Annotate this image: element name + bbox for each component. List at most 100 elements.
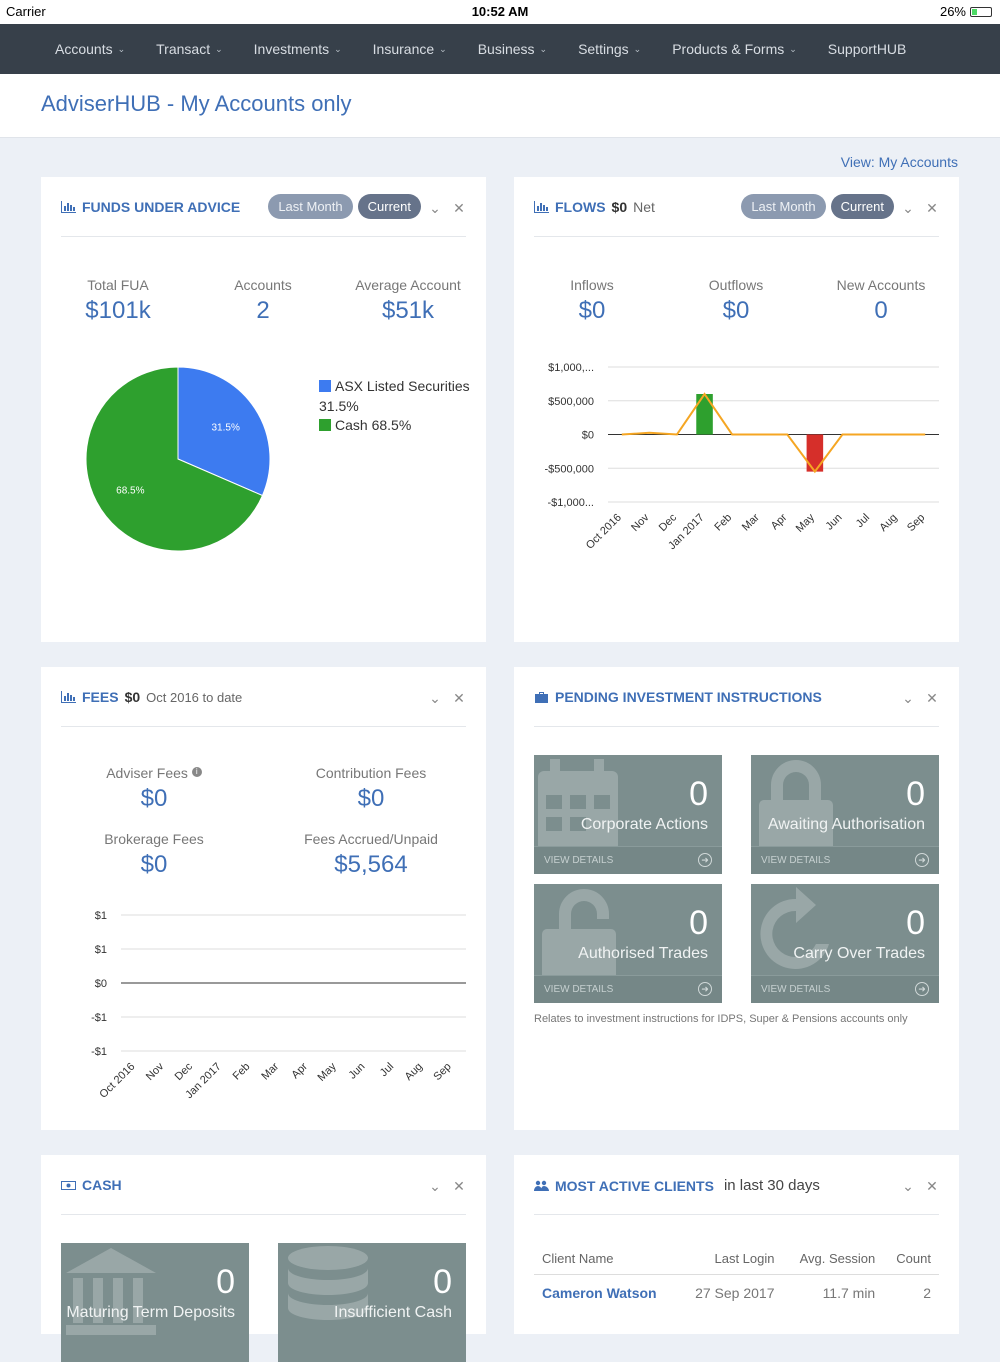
nav-item-label: Accounts	[55, 41, 113, 57]
authorised-trades-tile[interactable]: 0 Authorised Trades VIEW DETAILS ➜	[534, 884, 722, 1003]
legend-cash: Cash 68.5%	[335, 417, 412, 433]
view-details-link[interactable]: VIEW DETAILS	[544, 855, 614, 866]
accounts-label: Accounts	[234, 277, 292, 293]
clock: 10:52 AM	[471, 4, 529, 19]
tile-label: Insufficient Cash	[334, 1304, 452, 1321]
database-icon	[288, 1246, 368, 1320]
main-nav: Accounts ⌄ Transact ⌄ Investments ⌄ Insurance ⌄…	[0, 24, 1000, 74]
brokerage-fees-label: Brokerage Fees	[104, 831, 204, 847]
most-active-clients-panel: MOST ACTIVE CLIENTS in last 30 days ⌄ ✕ C…	[514, 1155, 959, 1334]
arrow-right-icon[interactable]: ➜	[698, 853, 712, 867]
refresh-icon	[760, 887, 829, 969]
x-tick-label: Apr	[769, 511, 790, 532]
nav-item[interactable]: Investments ⌄	[254, 41, 342, 57]
nav-item[interactable]: Business ⌄	[478, 41, 547, 57]
y-tick-label: $1	[95, 910, 107, 922]
table-row[interactable]: Cameron Watson 27 Sep 2017 11.7 min 2	[534, 1275, 939, 1312]
x-tick-label: Nov	[629, 511, 652, 534]
column-header[interactable]: Last Login	[677, 1243, 783, 1275]
contribution-fees-value: $0	[357, 785, 385, 812]
fees-period: Oct 2016 to date	[146, 689, 243, 705]
battery-icon	[970, 6, 992, 17]
nav-item-label: Business	[477, 41, 535, 57]
nav-item[interactable]: SupportHUB	[828, 41, 907, 57]
tile-count: 0	[433, 1263, 452, 1301]
view-details-link[interactable]: VIEW DETAILS	[761, 855, 831, 866]
x-tick-label: Aug	[403, 1061, 425, 1083]
client-name-link[interactable]: Cameron Watson	[542, 1285, 657, 1301]
nav-item[interactable]: Insurance ⌄	[373, 41, 447, 57]
view-accounts-link[interactable]: View: My Accounts	[840, 154, 958, 170]
tile-label: Carry Over Trades	[793, 945, 925, 962]
info-icon[interactable]: i	[191, 767, 202, 777]
tile-label: Corporate Actions	[580, 816, 708, 833]
flows-net-value: $0	[611, 199, 628, 215]
close-icon[interactable]: ✕	[926, 1178, 938, 1194]
chevron-down-icon[interactable]: ⌄	[902, 690, 914, 706]
carry-over-trades-tile[interactable]: 0 Carry Over Trades VIEW DETAILS ➜	[751, 884, 939, 1003]
y-tick-label: $0	[582, 430, 594, 442]
chevron-down-icon[interactable]: ⌄	[429, 690, 441, 706]
x-tick-label: Feb	[712, 512, 734, 534]
last-login: 27 Sep 2017	[695, 1285, 775, 1301]
x-tick-label: Oct 2016	[97, 1061, 137, 1101]
chevron-down-icon[interactable]: ⌄	[902, 200, 914, 216]
tile-count: 0	[689, 904, 708, 942]
inflows-value: $0	[578, 297, 606, 324]
panel-title: FUNDS UNDER ADVICE	[82, 199, 241, 215]
view-details-link[interactable]: VIEW DETAILS	[544, 984, 614, 995]
close-icon[interactable]: ✕	[926, 690, 938, 706]
users-icon	[534, 1180, 549, 1191]
average-account-value: $51k	[381, 297, 435, 324]
nav-item[interactable]: Accounts ⌄	[55, 41, 125, 57]
pending-note: Relates to investment instructions for I…	[534, 1013, 908, 1025]
legend-asx: ASX Listed Securities	[335, 378, 470, 394]
chevron-down-icon[interactable]: ⌄	[429, 200, 441, 216]
close-icon[interactable]: ✕	[453, 690, 465, 706]
clients-table: Client Name Last Login Avg. Session Coun…	[534, 1243, 939, 1311]
current-button[interactable]: Current	[830, 194, 894, 219]
x-tick-label: Sep	[905, 512, 927, 534]
pending-instructions-panel: PENDING INVESTMENT INSTRUCTIONS ⌄ ✕ 0 Cor…	[514, 667, 959, 1130]
total-fua-label: Total FUA	[87, 277, 149, 293]
x-tick-label: Oct 2016	[584, 512, 624, 552]
nav-item[interactable]: Products & Forms ⌄	[672, 41, 797, 57]
arrow-right-icon[interactable]: ➜	[698, 982, 712, 996]
outflows-value: $0	[722, 297, 750, 324]
close-icon[interactable]: ✕	[453, 200, 465, 216]
close-icon[interactable]: ✕	[453, 1178, 465, 1194]
last-month-button[interactable]: Last Month	[741, 194, 826, 219]
legend-asx-pct: 31.5%	[319, 397, 359, 414]
clients-subtitle: in last 30 days	[723, 1177, 820, 1194]
close-icon[interactable]: ✕	[926, 200, 938, 216]
maturing-term-deposits-tile[interactable]: 0 Maturing Term Deposits	[61, 1243, 249, 1362]
bar	[806, 434, 824, 472]
nav-item[interactable]: Transact ⌄	[156, 41, 223, 57]
view-details-link[interactable]: VIEW DETAILS	[761, 984, 831, 995]
fees-accrued-value: $5,564	[334, 851, 408, 878]
awaiting-authorisation-tile[interactable]: 0 Awaiting Authorisation VIEW DETAILS ➜	[751, 755, 939, 874]
new-accounts-value: 0	[874, 297, 888, 324]
column-header[interactable]: Avg. Session	[782, 1243, 884, 1275]
panel-title: PENDING INVESTMENT INSTRUCTIONS	[555, 689, 822, 705]
corporate-actions-tile[interactable]: 0 Corporate Actions VIEW DETAILS ➜	[534, 755, 722, 874]
x-tick-label: Dec	[657, 511, 680, 534]
chevron-down-icon[interactable]: ⌄	[429, 1178, 441, 1194]
x-tick-label: Nov	[144, 1060, 167, 1083]
current-button[interactable]: Current	[357, 194, 421, 219]
fees-accrued-label: Fees Accrued/Unpaid	[304, 831, 438, 847]
battery-percent: 26%	[939, 4, 966, 19]
tile-count: 0	[906, 904, 925, 942]
pie-slice-0	[177, 366, 271, 497]
column-header[interactable]: Count	[883, 1243, 939, 1275]
column-header[interactable]: Client Name	[534, 1243, 678, 1275]
insufficient-cash-tile[interactable]: 0 Insufficient Cash	[278, 1243, 466, 1362]
avg-session: 11.7 min	[822, 1285, 876, 1301]
chevron-down-icon[interactable]: ⌄	[902, 1178, 914, 1194]
arrow-right-icon[interactable]: ➜	[915, 853, 929, 867]
last-month-button[interactable]: Last Month	[268, 194, 353, 219]
nav-item[interactable]: Settings ⌄	[578, 41, 641, 57]
arrow-right-icon[interactable]: ➜	[915, 982, 929, 996]
panel-title: CASH	[82, 1177, 122, 1193]
